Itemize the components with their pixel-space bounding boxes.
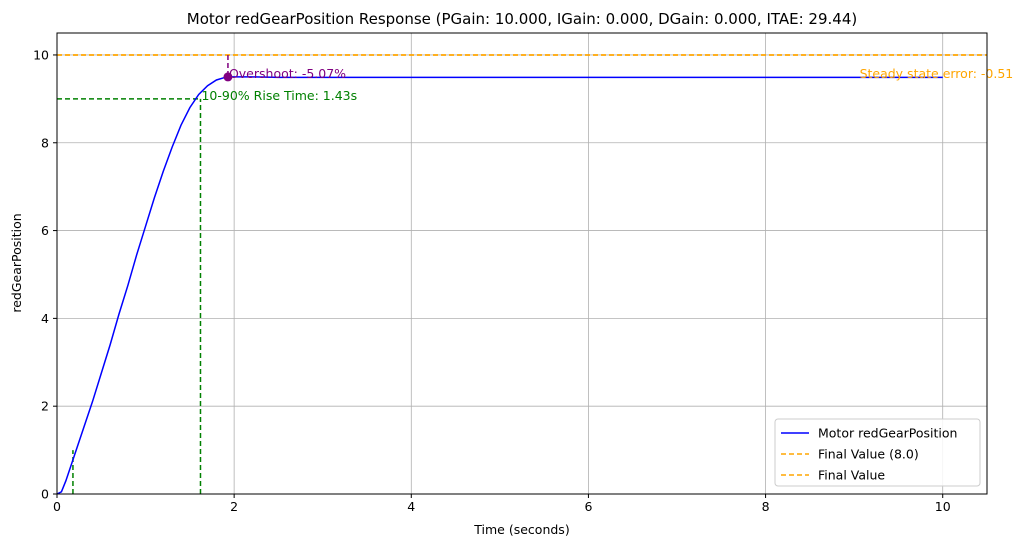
legend-box xyxy=(774,418,981,487)
annotations: Overshoot: -5.07% 10-90% Rise Time: 1.43s… xyxy=(201,54,1014,103)
x-axis-label: Time (seconds) xyxy=(473,522,569,537)
y-tick-label: 8 xyxy=(41,135,49,150)
y-tick-label: 6 xyxy=(41,223,49,238)
plot-frame xyxy=(56,32,988,495)
x-tick-label: 10 xyxy=(935,499,951,514)
series-lines xyxy=(56,54,987,495)
annotation-0: Overshoot: -5.07% xyxy=(229,66,346,81)
annotation-2: Steady state error: -0.51 xyxy=(860,66,1014,81)
x-tick-label: 2 xyxy=(230,499,238,514)
chart-title: Motor redGearPosition Response (PGain: 1… xyxy=(187,10,857,28)
annotation-1: 10-90% Rise Time: 1.43s xyxy=(201,88,357,103)
y-axis-label: redGearPosition xyxy=(9,213,24,312)
legend: Motor redGearPosition Final Value (8.0) Fi… xyxy=(774,418,981,487)
y-tick-label: 10 xyxy=(33,47,49,62)
legend-label-2: Final Value xyxy=(818,468,885,483)
overshoot-point xyxy=(223,72,233,82)
x-tick-label: 6 xyxy=(584,499,592,514)
y-tick-label: 4 xyxy=(41,311,49,326)
y-tick-label: 0 xyxy=(41,487,49,502)
y-tick-label: 2 xyxy=(41,399,49,414)
x-tick-label: 8 xyxy=(762,499,770,514)
x-tick-label: 0 xyxy=(53,499,61,514)
reference-lines xyxy=(57,98,202,494)
x-tick-label: 4 xyxy=(407,499,415,514)
legend-label-1: Final Value (8.0) xyxy=(818,447,919,462)
series-line-0 xyxy=(56,76,943,495)
axis-ticks: 0 2 4 6 8 10 0 2 4 6 8 10 xyxy=(33,47,951,514)
legend-label-0: Motor redGearPosition xyxy=(818,426,957,441)
